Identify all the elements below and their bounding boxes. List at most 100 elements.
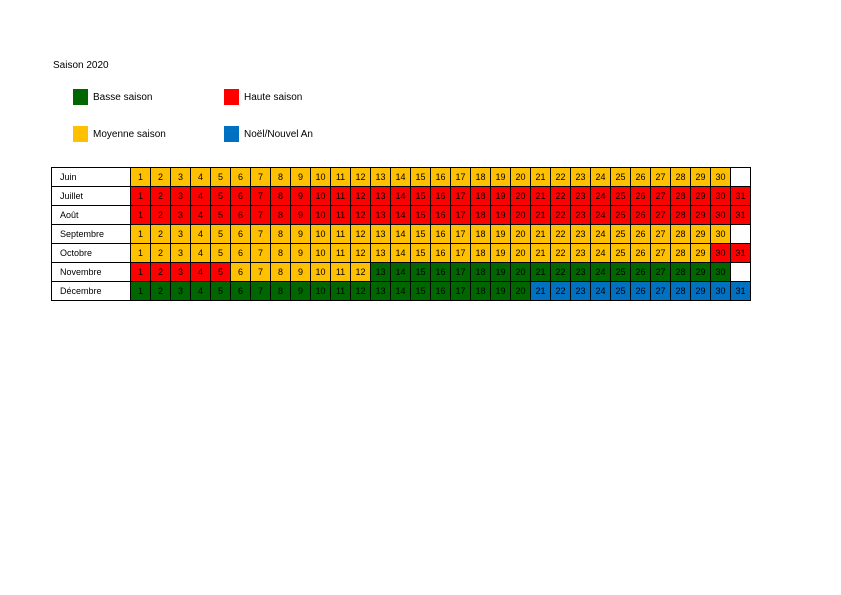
- day-cell: 20: [510, 186, 531, 206]
- day-cell: 20: [510, 262, 531, 282]
- day-cell: 7: [250, 243, 271, 263]
- day-cell: 9: [290, 186, 311, 206]
- day-cell: 15: [410, 167, 431, 187]
- day-cell: 29: [690, 281, 711, 301]
- day-cell: 31: [730, 243, 751, 263]
- day-cell: 16: [430, 205, 451, 225]
- day-cell: 22: [550, 205, 571, 225]
- day-cell: 25: [610, 243, 631, 263]
- day-cell: 24: [590, 224, 611, 244]
- day-cell: 27: [650, 243, 671, 263]
- day-cell: 29: [690, 186, 711, 206]
- day-cell: 3: [170, 224, 191, 244]
- table-row: Décembre 1 2 3 4 5 6 7 8 9 10 11 12 13 14 15 16 17 18 19 20 2…: [51, 281, 751, 301]
- day-cell: 26: [630, 167, 651, 187]
- day-cell: 4: [190, 243, 211, 263]
- day-cell: 10: [310, 224, 331, 244]
- day-cell: 27: [650, 262, 671, 282]
- day-cell: 27: [650, 186, 671, 206]
- day-cell: 13: [370, 205, 391, 225]
- day-cell: 30: [710, 167, 731, 187]
- day-cell: 5: [210, 281, 231, 301]
- day-cell: 24: [590, 281, 611, 301]
- day-cell: 10: [310, 205, 331, 225]
- day-cell: 24: [590, 262, 611, 282]
- day-cell: 13: [370, 243, 391, 263]
- day-cell: 22: [550, 281, 571, 301]
- day-cell: 15: [410, 243, 431, 263]
- day-cell: 9: [290, 167, 311, 187]
- day-cell: 22: [550, 186, 571, 206]
- day-cell: 31: [730, 205, 751, 225]
- day-cell: 8: [270, 224, 291, 244]
- day-cell: 11: [330, 205, 351, 225]
- day-cell: 19: [490, 262, 511, 282]
- day-cell: 1: [130, 281, 151, 301]
- day-cell: 18: [470, 262, 491, 282]
- day-cell: 4: [190, 167, 211, 187]
- day-cell: 30: [710, 205, 731, 225]
- day-cell: 26: [630, 224, 651, 244]
- day-cell: 29: [690, 224, 711, 244]
- day-cell: 9: [290, 243, 311, 263]
- day-cell: 9: [290, 262, 311, 282]
- day-cell: 13: [370, 224, 391, 244]
- day-cell: 23: [570, 262, 591, 282]
- month-label: Septembre: [51, 224, 131, 244]
- day-cell: 2: [150, 262, 171, 282]
- day-cell: 7: [250, 224, 271, 244]
- day-cell: 6: [230, 281, 251, 301]
- day-cell: 12: [350, 224, 371, 244]
- day-cell: 20: [510, 281, 531, 301]
- day-cell: 24: [590, 205, 611, 225]
- day-cell: 30: [710, 281, 731, 301]
- table-row: Juillet 1 2 3 4 5 6 7 8 9 10 11 12 13 14 15 16 17 18 19 20 21…: [51, 186, 751, 206]
- day-cell: 23: [570, 186, 591, 206]
- day-cell: 3: [170, 243, 191, 263]
- month-label: Juin: [51, 167, 131, 187]
- day-cell: 22: [550, 262, 571, 282]
- day-cell: 22: [550, 224, 571, 244]
- day-cell: 19: [490, 243, 511, 263]
- day-cell: 7: [250, 205, 271, 225]
- day-cell: 2: [150, 167, 171, 187]
- day-cell: 17: [450, 205, 471, 225]
- day-cell: 4: [190, 281, 211, 301]
- day-cell: 1: [130, 224, 151, 244]
- day-cell: 12: [350, 243, 371, 263]
- day-cell: 6: [230, 167, 251, 187]
- day-cell: 21: [530, 167, 551, 187]
- day-cell: 30: [710, 243, 731, 263]
- day-cell: 29: [690, 205, 711, 225]
- day-cell: 26: [630, 281, 651, 301]
- day-cell: 14: [390, 167, 411, 187]
- day-cell: 17: [450, 186, 471, 206]
- day-cell: 16: [430, 262, 451, 282]
- page-title: Saison 2020: [53, 60, 109, 71]
- day-cell: 19: [490, 205, 511, 225]
- day-cell: 10: [310, 243, 331, 263]
- day-cell: 17: [450, 281, 471, 301]
- day-cell: 9: [290, 224, 311, 244]
- day-cell: 18: [470, 281, 491, 301]
- day-cell: 17: [450, 243, 471, 263]
- day-cell: 2: [150, 281, 171, 301]
- day-cell: 19: [490, 167, 511, 187]
- day-cell: 28: [670, 262, 691, 282]
- table-row: Juin 1 2 3 4 5 6 7 8 9 10 11 12 13 14 15 16 17 18 19 20 21 22 2…: [51, 167, 751, 187]
- day-cell: 26: [630, 186, 651, 206]
- day-cell: 10: [310, 281, 331, 301]
- day-cell: 31: [730, 281, 751, 301]
- day-cell: 15: [410, 186, 431, 206]
- table-row: Octobre 1 2 3 4 5 6 7 8 9 10 11 12 13 14 15 16 17 18 19 20 21…: [51, 243, 751, 263]
- day-cell: 2: [150, 224, 171, 244]
- day-cell: 23: [570, 205, 591, 225]
- day-cell: 12: [350, 281, 371, 301]
- day-cell: 14: [390, 262, 411, 282]
- legend-swatch: [224, 89, 239, 105]
- day-cell: 20: [510, 167, 531, 187]
- day-cell: 5: [210, 243, 231, 263]
- day-cell: 10: [310, 262, 331, 282]
- empty-cell: [730, 262, 751, 282]
- day-cell: 27: [650, 167, 671, 187]
